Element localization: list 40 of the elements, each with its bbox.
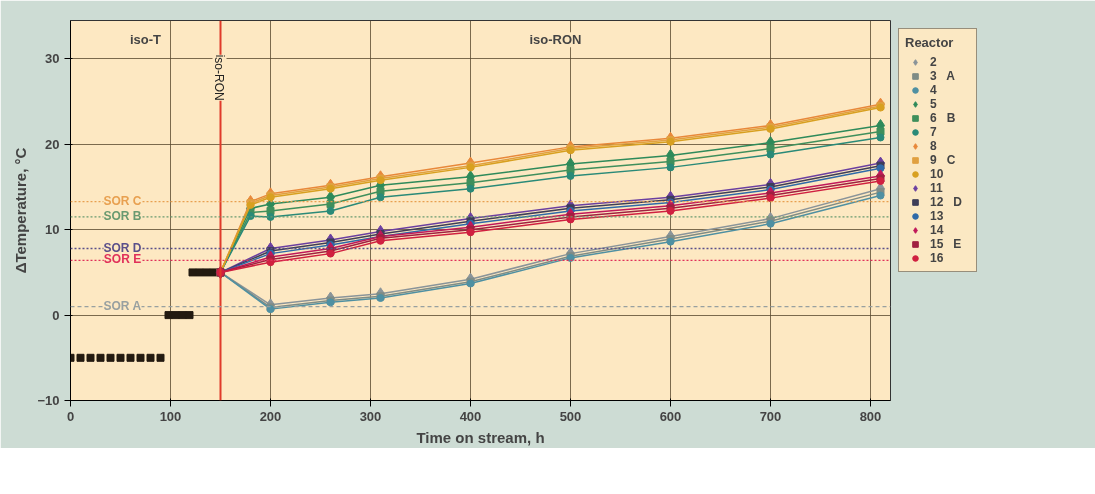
legend-label: 4 (930, 83, 938, 97)
legend-label: 14 (930, 223, 945, 237)
x-tick-label: 600 (659, 408, 682, 424)
legend-label: 11 (930, 181, 944, 195)
ref-line-label: SOR D (103, 240, 142, 255)
y-tick-label: 0 (52, 307, 60, 323)
x-tick-label: 400 (459, 408, 482, 424)
legend-label: 5 (930, 97, 938, 111)
ref-line-label: iso-RON (212, 54, 227, 101)
x-tick-label: 700 (759, 408, 782, 424)
y-tick-label: −10 (37, 393, 60, 408)
annotation: iso-RON (529, 32, 582, 48)
legend-title: Reactor (905, 35, 955, 50)
y-tick-label: 30 (45, 51, 60, 67)
legend-label: 15 E (930, 237, 963, 251)
legend-label: 8 (930, 139, 938, 153)
legend-label: 13 (930, 209, 945, 223)
legend-label: 3 A (930, 69, 956, 83)
legend-label: 7 (930, 125, 938, 139)
ref-line-label: SOR A (103, 298, 142, 313)
legend-label: 6 B (930, 111, 957, 125)
x-tick-label: 800 (859, 408, 882, 424)
ref-line-label: SOR E (103, 252, 142, 267)
legend-label: 10 (930, 167, 945, 181)
y-tick-label: 10 (45, 222, 60, 238)
ref-line-label: SOR C (103, 193, 142, 208)
ref-line-label: SOR B (103, 208, 142, 223)
legend-label: 16 (930, 251, 945, 265)
x-tick-label: 0 (66, 408, 75, 424)
legend-label: 12 D (930, 195, 963, 209)
x-tick-label: 200 (259, 408, 282, 424)
x-axis-title: Time on stream, h (416, 428, 545, 446)
legend-label: 9 C (930, 153, 957, 167)
x-tick-label: 500 (559, 408, 582, 424)
x-tick-label: 100 (159, 408, 182, 424)
annotation: iso-T (129, 32, 162, 48)
x-tick-label: 300 (359, 408, 382, 424)
y-axis-title: ΔTemperature, °C (12, 147, 30, 274)
y-tick-label: 20 (45, 136, 60, 152)
legend-label: 2 (930, 55, 938, 69)
